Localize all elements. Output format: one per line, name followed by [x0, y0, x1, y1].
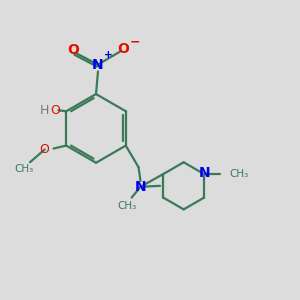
Text: N: N [92, 58, 104, 72]
Text: N: N [199, 166, 211, 180]
Text: O: O [39, 143, 49, 156]
Text: N: N [135, 180, 146, 194]
Text: O: O [118, 42, 129, 56]
Text: O: O [50, 104, 60, 117]
Text: CH₃: CH₃ [14, 164, 34, 174]
Text: H: H [40, 104, 50, 117]
Text: O: O [68, 43, 80, 57]
Text: +: + [103, 50, 112, 60]
Text: CH₃: CH₃ [230, 169, 249, 179]
Text: −: − [130, 35, 140, 49]
Text: CH₃: CH₃ [117, 201, 136, 212]
